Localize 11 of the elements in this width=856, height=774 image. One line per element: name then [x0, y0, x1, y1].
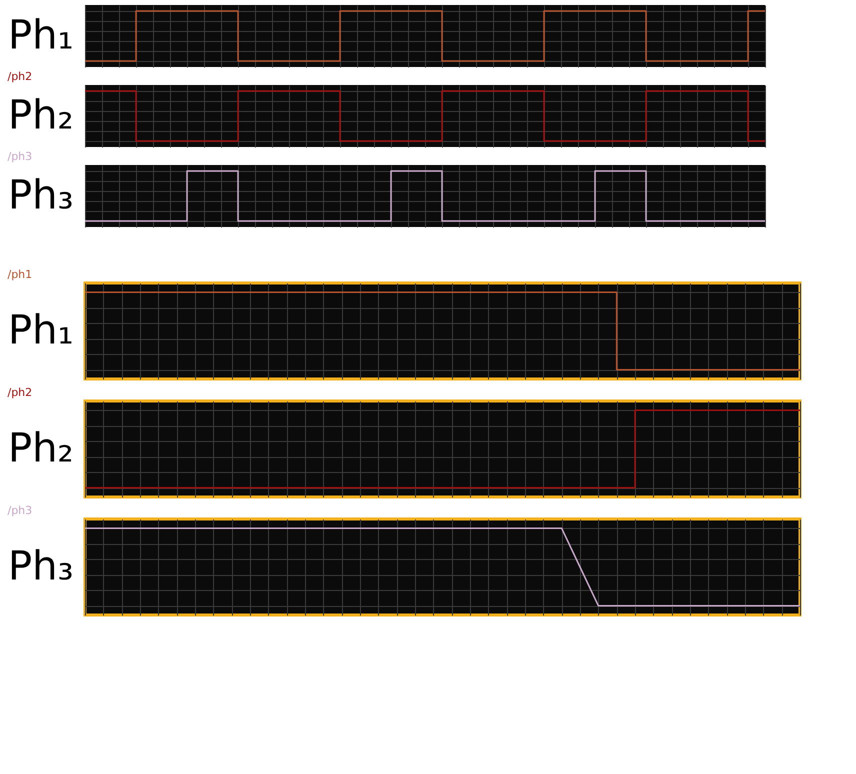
y-axis-title: Ph₂ [8, 426, 74, 472]
y-axis-title: Ph₃ [8, 544, 74, 590]
y-axis-title: Ph₁ [8, 12, 74, 58]
text: /ph3 [7, 150, 32, 163]
text: /ph2 [7, 70, 32, 83]
text: /ph2 [7, 386, 32, 399]
text: /ph3 [7, 504, 32, 517]
y-axis-title: Ph₁ [8, 308, 74, 354]
y-axis-title: Ph₂ [8, 92, 74, 138]
y-axis-title: Ph₃ [8, 172, 74, 218]
text: /ph1 [7, 268, 32, 281]
